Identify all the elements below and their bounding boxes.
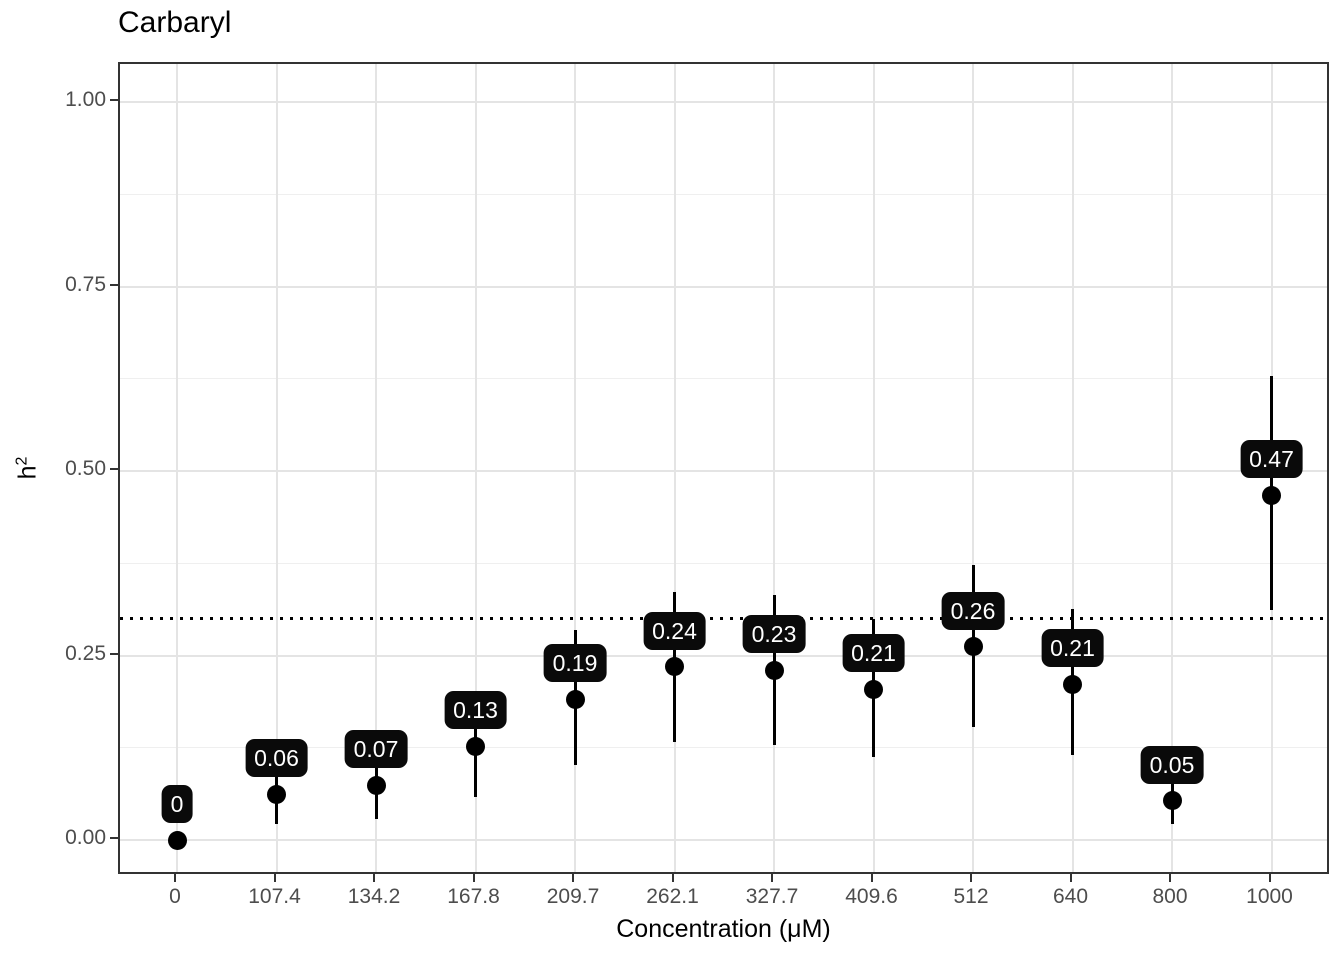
gridline-major-x	[176, 64, 178, 872]
value-label: 0.21	[842, 634, 905, 673]
x-tick-mark	[572, 874, 574, 882]
y-tick-label: 0.75	[65, 272, 106, 296]
x-tick-label: 167.8	[447, 885, 500, 908]
gridline-minor-y	[120, 378, 1327, 380]
data-point	[167, 830, 187, 850]
gridline-minor-y	[120, 747, 1327, 749]
x-tick-mark	[1069, 874, 1072, 882]
x-tick-label: 107.4	[248, 885, 301, 908]
y-tick-mark	[110, 652, 118, 655]
y-tick-mark	[110, 283, 118, 286]
x-tick-mark	[970, 874, 972, 882]
value-label: 0.47	[1240, 440, 1303, 479]
data-point	[665, 657, 684, 677]
x-tick-label: 800	[1152, 885, 1188, 908]
x-tick-label: 327.7	[745, 885, 799, 908]
value-label: 0.19	[543, 644, 607, 683]
x-tick-label: 409.6	[845, 885, 898, 908]
data-point	[466, 736, 485, 756]
value-label: 0.07	[344, 730, 408, 769]
gridline-major-y	[120, 654, 1327, 657]
x-axis-title: Concentration (μM)	[616, 915, 831, 943]
gridline-major-x	[773, 64, 775, 872]
data-point	[864, 679, 883, 699]
data-point	[1063, 674, 1082, 694]
x-tick-label: 0	[169, 885, 181, 908]
x-tick-mark	[671, 874, 674, 882]
gridline-major-y	[120, 839, 1327, 841]
data-point	[764, 660, 784, 680]
gridline-major-y	[120, 285, 1327, 288]
x-tick-label: 512	[953, 885, 989, 908]
value-label: 0.24	[643, 611, 706, 650]
data-point	[565, 689, 585, 709]
data-point	[366, 775, 386, 795]
x-tick-mark	[273, 874, 276, 882]
value-label: 0.23	[742, 615, 806, 654]
x-tick-mark	[870, 874, 873, 882]
y-tick-label: 1.00	[65, 88, 106, 111]
plot-panel: 0 0.06 0.07 0.13 0.19 0.24 0.23 0.21 0.26 0.21 0.0…	[118, 62, 1329, 874]
y-tick-label: 0.50	[65, 457, 106, 480]
x-tick-label: 134.2	[347, 885, 401, 908]
x-tick-mark	[1169, 874, 1171, 882]
x-tick-mark	[1268, 874, 1271, 882]
gridline-major-x	[972, 64, 974, 872]
y-tick-label: 0.25	[65, 641, 106, 665]
y-tick-mark	[110, 468, 118, 470]
gridline-major-y	[120, 101, 1327, 103]
value-label: 0.06	[245, 739, 308, 778]
data-point	[1262, 485, 1281, 505]
chart-title: Carbaryl	[118, 6, 232, 39]
gridline-major-x	[1171, 64, 1173, 872]
gridline-major-x	[375, 64, 377, 872]
x-tick-mark	[174, 874, 176, 882]
y-tick-mark	[110, 99, 118, 101]
gridline-major-y	[120, 470, 1327, 472]
x-tick-label: 1000	[1246, 885, 1293, 908]
y-axis-title-sup: 2	[13, 456, 31, 466]
value-label: 0.21	[1041, 629, 1104, 668]
x-tick-mark	[771, 874, 773, 882]
gridline-minor-y	[120, 193, 1327, 195]
y-tick-label: 0.00	[65, 826, 106, 849]
value-label: 0.13	[444, 691, 507, 730]
value-label: 0	[161, 785, 193, 823]
gridline-major-x	[872, 64, 875, 872]
x-tick-mark	[373, 874, 375, 882]
gridline-major-x	[474, 64, 477, 872]
x-tick-mark	[472, 874, 475, 882]
x-tick-label: 640	[1052, 885, 1089, 908]
value-label: 0.05	[1140, 745, 1204, 784]
gridline-minor-y	[120, 562, 1327, 564]
x-tick-label: 209.7	[546, 885, 600, 908]
data-point	[963, 637, 983, 657]
value-label: 0.26	[941, 591, 1005, 630]
x-tick-label: 262.1	[646, 885, 699, 908]
gridline-major-x	[275, 64, 278, 872]
y-tick-mark	[110, 837, 118, 839]
gridline-major-x	[574, 64, 576, 872]
gridline-major-x	[1071, 64, 1074, 872]
threshold-line	[120, 617, 1327, 621]
gridline-major-x	[673, 64, 676, 872]
data-point	[1162, 791, 1182, 811]
data-point	[267, 784, 286, 804]
